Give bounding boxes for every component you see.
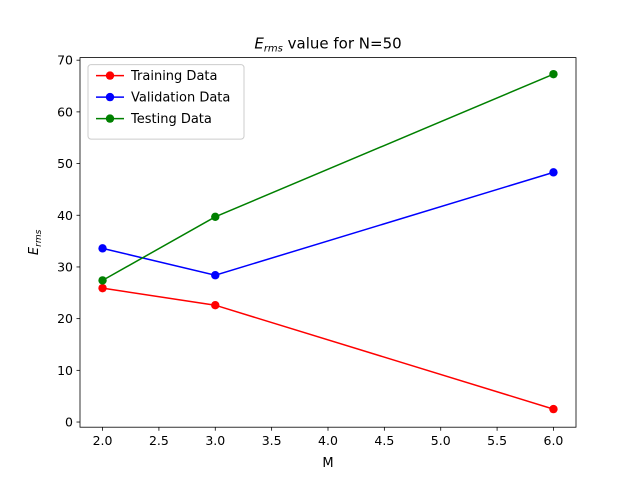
legend-marker — [105, 92, 115, 102]
x-tick-label: 3.5 — [262, 433, 282, 448]
legend: Training Data Validation Data Testing Data — [87, 64, 245, 140]
x-tick-label: 4.5 — [374, 433, 394, 448]
data-point — [98, 283, 107, 293]
title-rest: value for N=50 — [283, 35, 402, 53]
chart-title: Erms value for N=50 — [254, 35, 401, 55]
legend-marker — [105, 114, 115, 123]
legend-label: Validation Data — [131, 91, 230, 106]
x-tick-label: 6.0 — [544, 433, 564, 448]
x-tick-label: 2.5 — [149, 433, 169, 448]
series-training-data — [98, 283, 558, 414]
series-line — [102, 287, 554, 410]
y-tick-label: 60 — [57, 104, 73, 119]
ylabel-symbol: E — [27, 246, 42, 255]
y-tick-label: 20 — [57, 311, 73, 326]
legend-label: Testing Data — [130, 112, 212, 127]
x-axis-label: M — [322, 456, 333, 471]
y-tick-label: 70 — [57, 53, 73, 68]
data-point — [98, 276, 107, 285]
x-tick-label: 5.5 — [487, 433, 507, 448]
legend-entry: Validation Data — [96, 91, 230, 106]
plot-area — [79, 57, 577, 428]
series-validation-data — [98, 168, 558, 280]
y-tick-label: 0 — [65, 415, 73, 430]
legend-marker — [105, 71, 115, 80]
data-point — [211, 301, 220, 310]
series-testing-data — [98, 69, 558, 285]
series-line — [102, 171, 554, 276]
ylabel-subscript: rms — [34, 229, 44, 246]
data-point — [549, 69, 558, 79]
y-tick-label: 30 — [57, 259, 73, 274]
title-symbol: E — [254, 35, 264, 53]
y-tick-label: 10 — [57, 363, 73, 378]
data-point — [549, 404, 558, 414]
y-tick-label: 40 — [57, 208, 73, 223]
x-tick-label: 2.0 — [93, 433, 113, 448]
legend-label: Training Data — [130, 69, 217, 84]
legend-box — [87, 64, 245, 140]
title-subscript: rms — [264, 44, 283, 55]
legend-entry: Testing Data — [96, 112, 212, 127]
data-point — [211, 271, 220, 280]
data-point — [98, 244, 107, 253]
x-tick-label: 3.0 — [205, 433, 225, 448]
x-tick-label: 5.0 — [431, 433, 451, 448]
y-tick-label: 50 — [57, 156, 73, 171]
x-axis: 2.0 2.5 3.0 3.5 4.0 4.5 5.0 5.5 6.0 — [93, 427, 564, 448]
y-axis: 0 10 20 30 40 50 60 70 — [57, 53, 80, 430]
x-tick-label: 4.0 — [318, 433, 338, 448]
legend-entry: Training Data — [96, 69, 217, 84]
data-point — [549, 168, 558, 177]
y-axis-label: Erms — [27, 229, 44, 255]
data-point — [211, 212, 220, 222]
